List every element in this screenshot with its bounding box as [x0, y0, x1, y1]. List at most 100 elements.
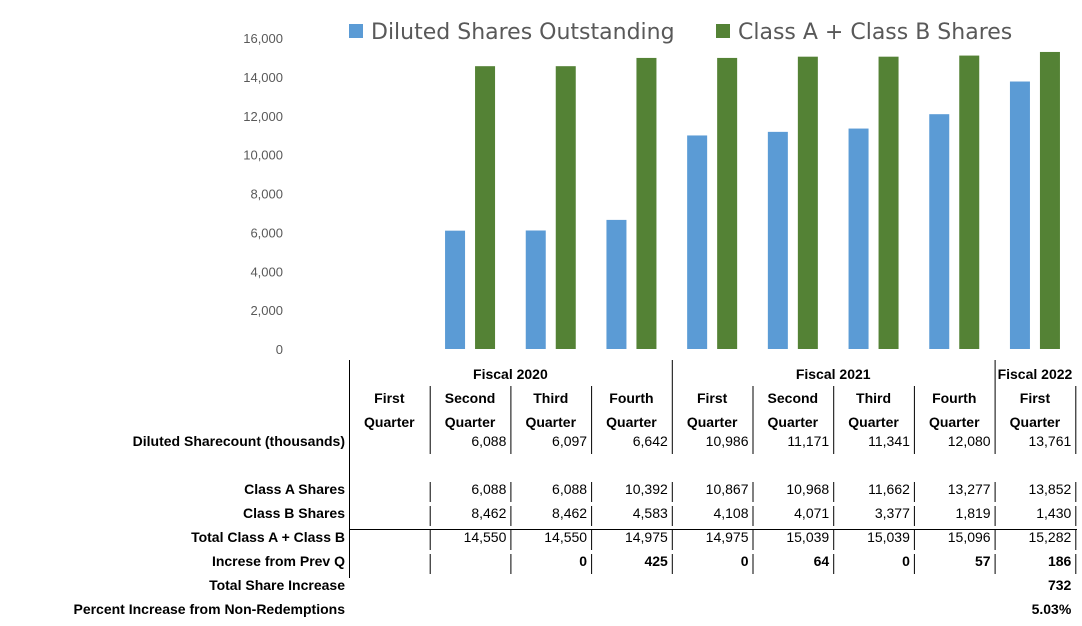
bar-diluted-shares — [848, 128, 869, 349]
table-cell: 12,080 — [948, 433, 991, 449]
row-label: Class A Shares — [244, 481, 345, 497]
table-cell: 11,662 — [868, 481, 910, 497]
table-cell: 0 — [902, 553, 910, 569]
bar-diluted-shares — [687, 135, 708, 349]
table-cell: 13,277 — [948, 481, 991, 497]
bars — [445, 51, 1060, 350]
legend: Diluted Shares Outstanding Class A + Clas… — [349, 20, 1012, 45]
quarter-header: Third — [856, 390, 891, 406]
table-cell: 4,108 — [713, 505, 748, 521]
quarter-header: Quarter — [848, 414, 899, 430]
table-cell: 10,986 — [706, 433, 749, 449]
y-tick-label: 4,000 — [250, 264, 283, 279]
summary-value: 5.03% — [1032, 601, 1072, 617]
table-cell: 14,975 — [625, 529, 668, 545]
table-cell: 1,819 — [956, 505, 991, 521]
table-cell: 14,550 — [464, 529, 507, 545]
quarter-header: Quarter — [687, 414, 738, 430]
quarter-header: Quarter — [364, 414, 415, 430]
y-tick-label: 12,000 — [243, 109, 283, 124]
row-label: Increse from Prev Q — [212, 553, 345, 569]
table-cell: 6,642 — [633, 433, 668, 449]
bar-class-ab-shares — [555, 66, 576, 349]
legend-label: Class A + Class B Shares — [738, 20, 1012, 45]
bar-class-ab-shares — [1039, 51, 1060, 350]
quarter-header: Second — [768, 390, 819, 406]
bar-diluted-shares — [767, 131, 788, 349]
row-label: Class B Shares — [243, 505, 345, 521]
quarter-header: Quarter — [445, 414, 496, 430]
row-label: Diluted Sharecount (thousands) — [133, 433, 345, 449]
table-cell: 425 — [644, 553, 668, 569]
table-cell: 4,071 — [794, 505, 829, 521]
bar-diluted-shares — [606, 219, 627, 349]
y-tick-label: 14,000 — [243, 70, 283, 85]
table-cell: 15,039 — [867, 529, 910, 545]
bar-diluted-shares — [525, 230, 546, 349]
table-cell: 10,968 — [786, 481, 829, 497]
table-cell: 6,097 — [552, 433, 587, 449]
table-cell: 8,462 — [471, 505, 506, 521]
bar-class-ab-shares — [797, 56, 818, 349]
quarter-header: Quarter — [768, 414, 819, 430]
bar-class-ab-shares — [636, 57, 657, 350]
table-cell: 0 — [741, 553, 749, 569]
table-cell: 8,462 — [552, 505, 587, 521]
quarter-header: First — [697, 390, 728, 406]
table-cell: 6,088 — [552, 481, 587, 497]
table-cell: 0 — [579, 553, 587, 569]
summary-label: Total Share Increase — [209, 577, 345, 593]
table-cell: 186 — [1048, 553, 1072, 569]
bar-diluted-shares — [1009, 81, 1030, 349]
summary-label: Percent Increase from Non-Redemptions — [73, 601, 345, 617]
quarter-header: Quarter — [525, 414, 576, 430]
table-cell: 10,392 — [625, 481, 668, 497]
y-tick-label: 8,000 — [250, 187, 283, 202]
bar-diluted-shares — [445, 230, 466, 349]
fiscal-year-header: Fiscal 2020 — [473, 366, 548, 382]
table-cell: 1,430 — [1036, 505, 1071, 521]
table-cell: 64 — [814, 553, 830, 569]
table-cell: 57 — [975, 553, 991, 569]
table-cell: 14,975 — [706, 529, 749, 545]
y-tick-label: 10,000 — [243, 148, 283, 163]
table-cell: 15,282 — [1028, 529, 1071, 545]
bar-class-ab-shares — [959, 55, 980, 349]
bar-class-ab-shares — [475, 66, 496, 349]
quarter-header: Quarter — [606, 414, 657, 430]
table-cell: 14,550 — [544, 529, 587, 545]
quarter-header: Second — [445, 390, 496, 406]
table-cell: 15,096 — [948, 529, 991, 545]
quarter-header: Quarter — [1010, 414, 1061, 430]
table-cell: 6,088 — [471, 481, 506, 497]
bar-class-ab-shares — [717, 57, 738, 350]
table-cell: 3,377 — [875, 505, 910, 521]
y-tick-label: 2,000 — [250, 303, 283, 318]
table-cell: 6,088 — [471, 433, 506, 449]
y-tick-label: 16,000 — [243, 31, 283, 46]
fiscal-year-header: Fiscal 2022 — [998, 366, 1073, 382]
table-cell: 10,867 — [706, 481, 749, 497]
table-cell: 11,341 — [868, 433, 910, 449]
y-axis: 16,000 14,000 12,000 10,000 8,000 6,000 4,000 2… — [243, 31, 283, 357]
table-cell: 13,852 — [1028, 481, 1071, 497]
data-table: Fiscal 2020 Fiscal 2021 Fiscal 2022 First Qu… — [73, 360, 1077, 617]
fiscal-year-header: Fiscal 2021 — [796, 366, 871, 382]
bar-class-ab-shares — [878, 56, 899, 349]
legend-swatch — [716, 24, 730, 38]
y-tick-label: 6,000 — [250, 225, 283, 240]
quarter-header: Fourth — [932, 390, 976, 406]
quarter-header: First — [374, 390, 405, 406]
summary-value: 732 — [1048, 577, 1072, 593]
bar-diluted-shares — [929, 114, 950, 349]
row-label: Total Class A + Class B — [191, 529, 345, 545]
quarter-header: Third — [533, 390, 568, 406]
table-cell: 13,761 — [1028, 433, 1071, 449]
quarter-header: Fourth — [609, 390, 653, 406]
legend-label: Diluted Shares Outstanding — [371, 20, 675, 45]
table-cell: 15,039 — [786, 529, 829, 545]
quarter-header: Quarter — [929, 414, 980, 430]
quarter-header: First — [1020, 390, 1051, 406]
table-cell: 11,171 — [787, 433, 829, 449]
